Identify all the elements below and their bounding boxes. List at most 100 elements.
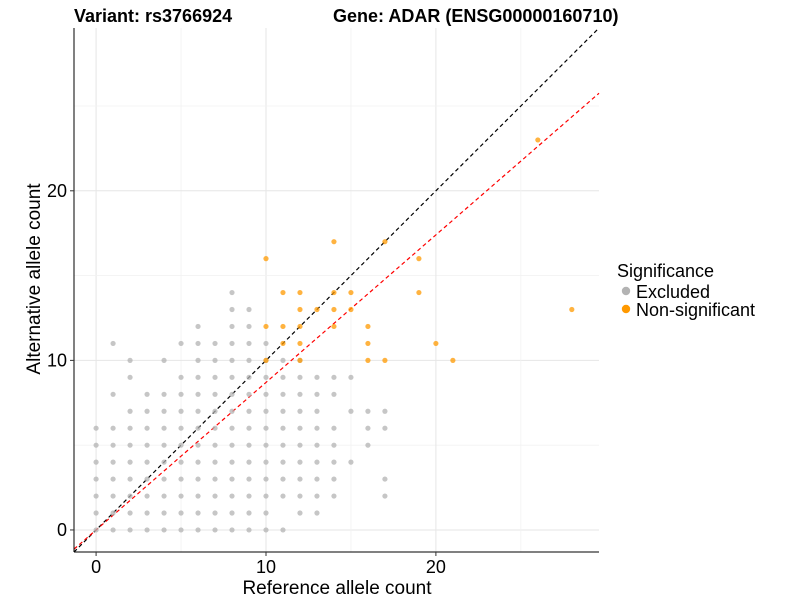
point-excluded [144, 510, 150, 516]
point-excluded [297, 425, 303, 431]
point-excluded [195, 459, 201, 465]
point-excluded [263, 510, 269, 516]
point-excluded [212, 442, 218, 448]
point-excluded [263, 459, 269, 465]
point-excluded [331, 476, 337, 482]
point-excluded [297, 374, 303, 380]
point-excluded [178, 527, 184, 533]
x-tick-labels: 0 10 20 [91, 557, 446, 577]
point-excluded [93, 527, 99, 533]
point-excluded [229, 442, 235, 448]
point-excluded [212, 340, 218, 347]
point-excluded [331, 459, 337, 465]
point-excluded [212, 357, 218, 363]
point-excluded [161, 510, 167, 516]
axes [70, 28, 599, 556]
point-excluded [110, 459, 116, 465]
legend-swatch-excluded [621, 286, 631, 296]
point-excluded [195, 374, 201, 380]
point-excluded [178, 493, 184, 499]
point-excluded [161, 425, 167, 431]
point-excluded [331, 493, 337, 499]
point-non-significant [297, 306, 303, 313]
point-non-significant [280, 289, 286, 296]
point-excluded [178, 442, 184, 448]
point-non-significant [331, 239, 337, 245]
point-non-significant [280, 323, 286, 330]
point-excluded [314, 408, 320, 414]
point-non-significant [263, 256, 269, 262]
point-excluded [178, 425, 184, 431]
point-excluded [229, 306, 235, 313]
x-tick-label: 0 [91, 557, 101, 577]
point-non-significant [433, 340, 439, 347]
point-excluded [229, 323, 235, 330]
point-excluded [297, 459, 303, 465]
point-excluded [229, 408, 235, 414]
point-excluded [144, 391, 150, 397]
x-tick-label: 20 [426, 557, 446, 577]
point-excluded [229, 476, 235, 482]
point-excluded [144, 459, 150, 465]
point-excluded [127, 510, 133, 516]
point-excluded [348, 459, 354, 465]
point-excluded [144, 408, 150, 414]
point-excluded [161, 476, 167, 482]
point-excluded [229, 391, 235, 397]
point-non-significant [297, 323, 303, 330]
point-excluded [93, 442, 99, 448]
point-excluded [382, 408, 388, 414]
point-excluded [263, 408, 269, 414]
point-excluded [127, 476, 133, 482]
point-excluded [195, 408, 201, 414]
point-excluded [93, 476, 99, 482]
point-excluded [212, 476, 218, 482]
point-excluded [161, 459, 167, 465]
point-excluded [127, 374, 133, 380]
point-excluded [365, 408, 371, 414]
point-excluded [212, 408, 218, 414]
point-excluded [246, 442, 252, 448]
y-tick-label: 0 [57, 520, 67, 540]
point-excluded [161, 391, 167, 397]
point-excluded [263, 425, 269, 431]
point-non-significant [297, 357, 303, 363]
point-excluded [212, 527, 218, 533]
point-excluded [280, 442, 286, 448]
point-non-significant [365, 357, 371, 363]
point-excluded [297, 476, 303, 482]
point-excluded [263, 391, 269, 397]
variant-title: Variant: rs3766924 [74, 6, 232, 26]
point-excluded [110, 476, 116, 482]
point-excluded [348, 408, 354, 414]
point-excluded [314, 476, 320, 482]
point-non-significant [535, 137, 541, 143]
point-excluded [331, 374, 337, 380]
point-excluded [195, 442, 201, 448]
point-excluded [314, 391, 320, 397]
legend-title: Significance [617, 261, 714, 281]
point-excluded [365, 442, 371, 448]
point-excluded [229, 340, 235, 347]
point-excluded [365, 425, 371, 431]
point-excluded [280, 459, 286, 465]
point-excluded [246, 425, 252, 431]
point-excluded [246, 476, 252, 482]
point-excluded [229, 493, 235, 499]
point-excluded [144, 493, 150, 499]
point-excluded [144, 425, 150, 431]
point-excluded [229, 289, 235, 296]
point-excluded [178, 408, 184, 414]
point-excluded [382, 476, 388, 482]
point-non-significant [348, 289, 354, 296]
point-excluded [263, 374, 269, 380]
point-excluded [212, 459, 218, 465]
point-non-significant [416, 289, 422, 296]
x-tick-label: 10 [256, 557, 276, 577]
point-excluded [195, 493, 201, 499]
point-excluded [297, 391, 303, 397]
point-excluded [280, 493, 286, 499]
legend: Significance Excluded Non-significant [617, 261, 755, 320]
point-non-significant [331, 289, 337, 296]
